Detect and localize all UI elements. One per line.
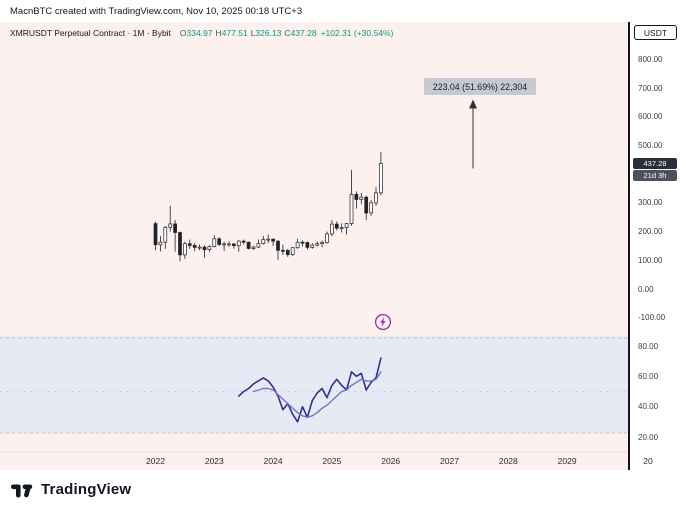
footer-bar: TradingView xyxy=(0,470,680,509)
symbol-title[interactable]: XMRUSDT Perpetual Contract · 1M · Bybit xyxy=(10,28,171,38)
price-axis-label: -100.00 xyxy=(638,313,666,323)
chart-region[interactable]: XMRUSDT Perpetual Contract · 1M · Bybit O… xyxy=(0,22,680,470)
ohlc-high-value: 477.51 xyxy=(221,28,248,38)
price-rsi-plot[interactable] xyxy=(0,22,628,470)
symbol-info-bar[interactable]: XMRUSDT Perpetual Contract · 1M · Bybit O… xyxy=(10,28,393,38)
price-axis-label: 200.00 xyxy=(638,227,663,237)
price-axis-label: 600.00 xyxy=(638,112,663,122)
ohlc-high-label: H xyxy=(215,28,222,38)
flash-marker-icon[interactable] xyxy=(374,313,392,331)
time-axis-label: 2027 xyxy=(440,456,459,466)
time-axis-label: 2029 xyxy=(557,456,577,466)
currency-usdt-button[interactable]: USDT xyxy=(634,25,677,40)
price-axis-label: 300.00 xyxy=(638,198,663,208)
price-axis-label: 700.00 xyxy=(638,83,663,93)
time-axis-label: 2025 xyxy=(322,456,342,466)
last-price-badge: 437.28 xyxy=(633,158,677,169)
rsi-axis-label: 20.00 xyxy=(638,432,659,442)
ohlc-low-value: 326.13 xyxy=(255,28,282,38)
time-axis-label: 2028 xyxy=(498,456,518,466)
price-axis-label: 800.00 xyxy=(638,54,663,64)
time-axis-label: 20 xyxy=(643,456,653,466)
price-axis-label: 100.00 xyxy=(638,255,663,265)
rsi-axis-label: 80.00 xyxy=(638,341,659,351)
time-axis-label: 2026 xyxy=(381,456,401,466)
time-axis-label: 2023 xyxy=(204,456,224,466)
watermark-bar: MacnBTC created with TradingView.com, No… xyxy=(0,0,680,22)
bar-countdown-badge: 21d 3h xyxy=(633,169,677,181)
ohlc-close-label: C xyxy=(284,28,291,38)
ohlc-close-value: 437.28 xyxy=(290,28,317,38)
rsi-axis-label: 40.00 xyxy=(638,402,659,412)
price-range-annotation[interactable]: 223.04 (51.69%) 22,304 xyxy=(424,78,536,95)
tradingview-logo-icon[interactable] xyxy=(10,481,34,499)
price-axis-label: 0.00 xyxy=(638,284,654,294)
watermark-text: MacnBTC created with TradingView.com, No… xyxy=(10,5,303,17)
ohlc-open-value: 334.97 xyxy=(186,28,213,38)
price-axis-label: 500.00 xyxy=(638,141,663,150)
change-value: +102.31 (+30.54%) xyxy=(320,28,394,38)
ohlc-low-label: L xyxy=(250,28,256,38)
tradingview-brand-text[interactable]: TradingView xyxy=(41,481,132,498)
time-axis-label: 2024 xyxy=(263,456,283,466)
price-axis[interactable]: USDT 437.28 21d 3h 800.00 700.00 600.00 500… xyxy=(628,22,680,470)
ohlc-open-label: O xyxy=(179,28,187,38)
rsi-axis-label: 60.00 xyxy=(638,371,659,381)
time-axis-label: 2022 xyxy=(146,456,165,466)
